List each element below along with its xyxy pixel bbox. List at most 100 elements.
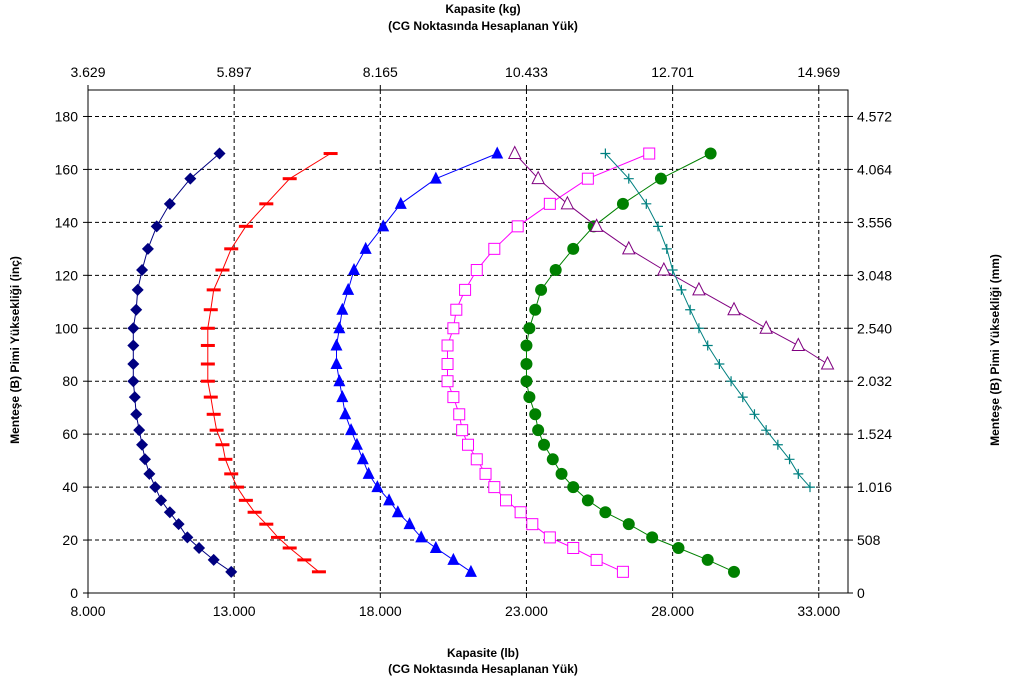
y-right-tick-label: 3.556 [857,214,892,230]
data-point [371,480,384,493]
data-point [543,197,556,210]
data-point [661,243,672,254]
data-point [127,375,140,388]
data-point [657,261,671,276]
data-point [567,242,580,255]
data-point [531,170,545,185]
data-point [356,452,369,465]
x-top-tick-label: 3.629 [70,64,105,80]
data-point [728,565,740,578]
y-left-tick-label: 100 [55,320,79,336]
data-point [200,379,215,383]
data-point [599,506,612,519]
data-point [623,173,634,184]
data-point [403,517,416,530]
y-right-tick-label: 508 [857,532,881,548]
data-point [820,355,835,370]
series-3 [330,146,504,577]
data-point [441,375,454,388]
y-left-tick-label: 60 [62,426,78,442]
series-layer [127,145,835,578]
data-point [350,437,363,450]
data-point [702,340,713,351]
data-point [359,241,372,254]
series-line [132,153,232,573]
y-left-tick-label: 120 [55,267,79,283]
data-point [127,339,140,352]
data-point [377,219,390,232]
data-point [128,391,141,404]
data-point [193,541,206,554]
data-point [215,268,230,272]
data-point [345,423,358,436]
data-point [462,438,474,451]
x-bottom-tick-label: 23.000 [505,603,548,619]
data-point [567,541,580,554]
data-point [538,438,550,451]
data-point [532,424,545,437]
data-point [224,247,239,251]
data-point [555,467,568,480]
x-bottom-tick-label: 13.000 [213,603,256,619]
data-point [672,541,685,554]
data-point [139,453,151,466]
series-4 [441,147,656,578]
data-point [282,177,297,181]
data-point [323,152,338,156]
data-point [207,553,220,566]
data-point [127,322,140,335]
data-point [514,506,527,519]
axis-ticks: 8.000 3.629 13.000 5.897 18.000 8.165 23.000 10… [55,64,893,619]
data-point [726,376,737,387]
data-point [600,148,611,159]
data-point [692,281,706,296]
data-point [136,438,149,451]
data-point [581,494,594,507]
data-point [133,424,146,437]
data-point [523,322,536,335]
data-point [127,358,140,371]
data-point [163,197,176,210]
data-point [526,518,539,531]
data-point [581,172,594,185]
data-point [546,453,559,466]
data-point [391,505,404,518]
series-7 [600,148,815,493]
data-point [203,395,218,399]
data-point [701,553,714,566]
data-point [348,263,360,276]
data-point [394,196,407,209]
data-point [704,147,717,160]
data-point [330,357,343,370]
data-point [643,147,656,160]
data-point [333,374,346,387]
data-point [529,408,542,421]
data-point [238,498,253,502]
data-point [470,453,483,466]
data-point [271,535,285,539]
data-point [621,240,636,255]
data-point [206,288,221,292]
x-top-tick-label: 14.969 [797,64,840,80]
data-point [453,408,466,421]
y-right-tick-label: 2.540 [857,320,892,336]
data-point [511,220,524,233]
data-point [693,323,704,334]
data-point [163,506,176,519]
data-point [441,339,454,352]
data-point [259,202,274,206]
data-point [749,409,760,420]
bottom-axis-title: Kapasite (lb) [447,646,519,660]
data-point [737,392,748,403]
x-top-tick-label: 12.701 [651,64,694,80]
data-point [225,565,238,578]
series-2 [200,152,338,574]
y-left-tick-label: 80 [62,373,78,389]
data-point [429,540,442,553]
data-point [136,264,149,277]
data-point [150,220,163,233]
data-point [784,454,795,465]
data-point [230,485,245,489]
data-point [181,531,194,544]
data-point [759,320,773,334]
